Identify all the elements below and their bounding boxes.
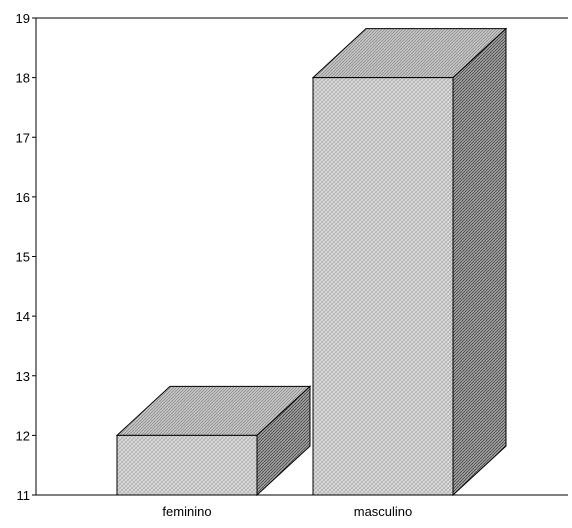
x-axis-labels: feminino masculino — [162, 504, 412, 519]
y-tick-label: 12 — [16, 428, 30, 443]
y-tick-label: 13 — [16, 369, 30, 384]
x-category-label: masculino — [354, 504, 413, 519]
y-axis-ticks: 11 12 13 14 15 16 17 18 19 — [16, 11, 36, 503]
x-category-label: feminino — [162, 504, 211, 519]
bar-masculino — [311, 27, 508, 497]
y-tick-label: 19 — [16, 11, 30, 26]
bar-side-face — [452, 27, 507, 497]
y-tick-label: 16 — [16, 190, 30, 205]
bar-front-face — [312, 77, 454, 496]
y-tick-label: 18 — [16, 71, 30, 86]
bar-front-face — [116, 434, 258, 496]
y-tick-label: 17 — [16, 130, 30, 145]
y-tick-label: 14 — [16, 309, 30, 324]
y-tick-label: 11 — [17, 488, 31, 503]
y-tick-label: 15 — [16, 250, 30, 265]
bars-layer — [115, 27, 508, 497]
bar-feminino — [115, 385, 312, 497]
